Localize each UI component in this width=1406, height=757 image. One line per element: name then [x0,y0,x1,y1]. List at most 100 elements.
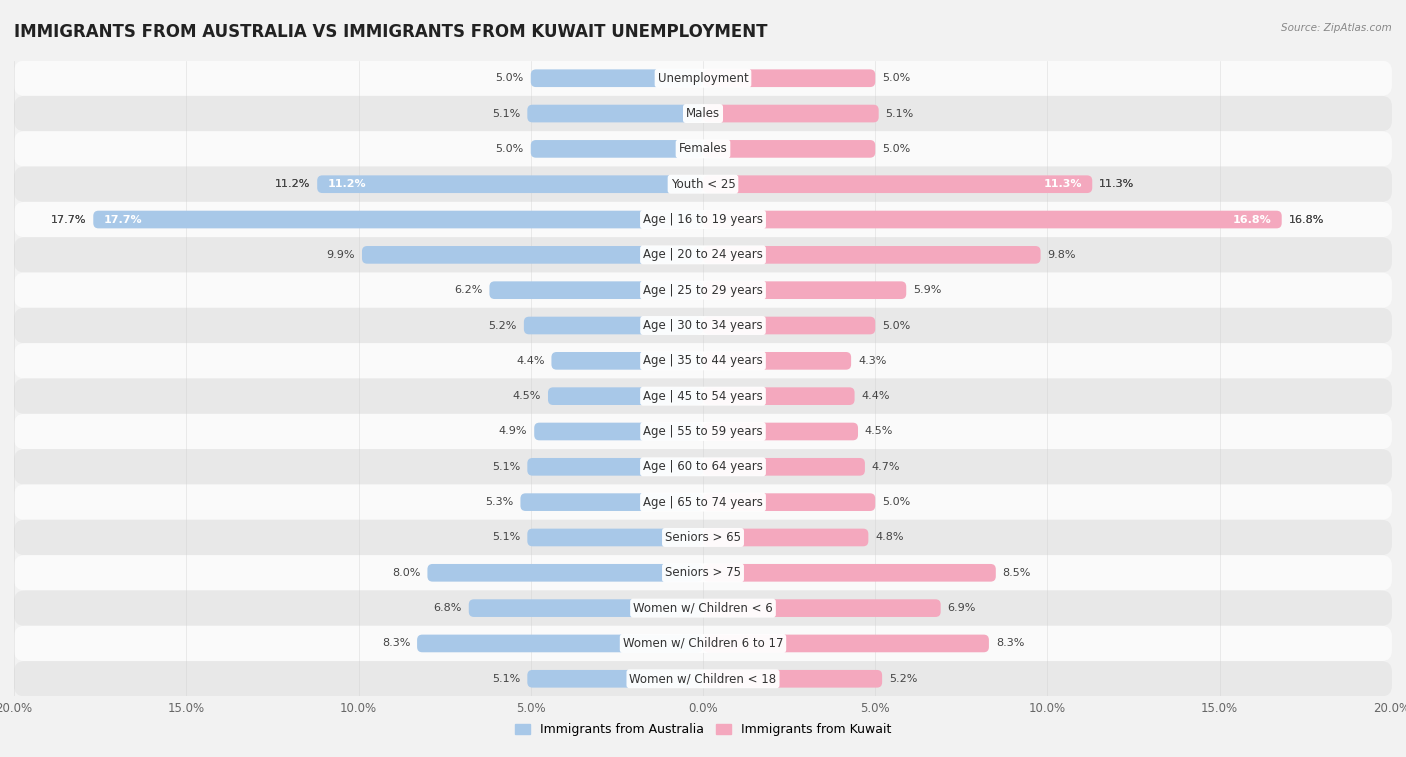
Text: 5.0%: 5.0% [882,497,910,507]
Text: Women w/ Children < 18: Women w/ Children < 18 [630,672,776,685]
FancyBboxPatch shape [14,661,1392,696]
Text: Age | 55 to 59 years: Age | 55 to 59 years [643,425,763,438]
Text: 11.2%: 11.2% [276,179,311,189]
FancyBboxPatch shape [703,104,879,123]
Text: 4.3%: 4.3% [858,356,886,366]
FancyBboxPatch shape [548,388,703,405]
FancyBboxPatch shape [703,634,988,653]
Text: 9.9%: 9.9% [326,250,356,260]
Text: Youth < 25: Youth < 25 [671,178,735,191]
Text: Age | 65 to 74 years: Age | 65 to 74 years [643,496,763,509]
Text: Age | 30 to 34 years: Age | 30 to 34 years [643,319,763,332]
Text: 5.3%: 5.3% [485,497,513,507]
Text: 16.8%: 16.8% [1289,214,1324,225]
Text: 17.7%: 17.7% [51,214,86,225]
Text: 11.3%: 11.3% [1043,179,1083,189]
FancyBboxPatch shape [14,378,1392,414]
Text: 11.2%: 11.2% [276,179,311,189]
FancyBboxPatch shape [14,237,1392,273]
FancyBboxPatch shape [703,210,1282,229]
Text: 5.1%: 5.1% [492,674,520,684]
Text: 5.0%: 5.0% [882,320,910,331]
FancyBboxPatch shape [14,96,1392,131]
Text: Women w/ Children 6 to 17: Women w/ Children 6 to 17 [623,637,783,650]
Text: IMMIGRANTS FROM AUSTRALIA VS IMMIGRANTS FROM KUWAIT UNEMPLOYMENT: IMMIGRANTS FROM AUSTRALIA VS IMMIGRANTS … [14,23,768,41]
Text: Age | 25 to 29 years: Age | 25 to 29 years [643,284,763,297]
Text: Age | 45 to 54 years: Age | 45 to 54 years [643,390,763,403]
Text: Seniors > 65: Seniors > 65 [665,531,741,544]
FancyBboxPatch shape [14,343,1392,378]
FancyBboxPatch shape [703,600,941,617]
Text: 11.2%: 11.2% [328,179,366,189]
Text: 4.4%: 4.4% [516,356,544,366]
Text: 4.5%: 4.5% [865,426,893,437]
Text: 5.0%: 5.0% [882,144,910,154]
Text: Males: Males [686,107,720,120]
FancyBboxPatch shape [361,246,703,263]
FancyBboxPatch shape [527,528,703,547]
FancyBboxPatch shape [14,520,1392,555]
Text: Unemployment: Unemployment [658,72,748,85]
FancyBboxPatch shape [703,564,995,581]
Text: Age | 16 to 19 years: Age | 16 to 19 years [643,213,763,226]
Text: 8.3%: 8.3% [382,638,411,649]
FancyBboxPatch shape [14,590,1392,626]
FancyBboxPatch shape [703,176,1092,193]
FancyBboxPatch shape [524,316,703,335]
Text: 4.9%: 4.9% [499,426,527,437]
FancyBboxPatch shape [14,202,1392,237]
FancyBboxPatch shape [703,70,875,87]
FancyBboxPatch shape [703,316,875,335]
Text: Females: Females [679,142,727,155]
FancyBboxPatch shape [14,626,1392,661]
FancyBboxPatch shape [531,140,703,157]
Text: Age | 60 to 64 years: Age | 60 to 64 years [643,460,763,473]
FancyBboxPatch shape [93,210,703,229]
Text: 6.2%: 6.2% [454,285,482,295]
Text: 5.1%: 5.1% [492,532,520,543]
FancyBboxPatch shape [318,176,703,193]
Text: Age | 20 to 24 years: Age | 20 to 24 years [643,248,763,261]
FancyBboxPatch shape [527,458,703,475]
Text: 11.3%: 11.3% [1099,179,1135,189]
FancyBboxPatch shape [427,564,703,581]
Text: 5.1%: 5.1% [492,462,520,472]
FancyBboxPatch shape [703,528,869,547]
Text: 5.1%: 5.1% [886,108,914,119]
Text: Source: ZipAtlas.com: Source: ZipAtlas.com [1281,23,1392,33]
FancyBboxPatch shape [14,308,1392,343]
FancyBboxPatch shape [531,70,703,87]
Text: 6.8%: 6.8% [433,603,461,613]
FancyBboxPatch shape [703,140,875,157]
Text: 16.8%: 16.8% [1233,214,1271,225]
Text: 4.4%: 4.4% [862,391,890,401]
Text: 4.5%: 4.5% [513,391,541,401]
Text: 8.5%: 8.5% [1002,568,1031,578]
FancyBboxPatch shape [527,104,703,123]
Text: 5.0%: 5.0% [496,144,524,154]
Text: 8.3%: 8.3% [995,638,1024,649]
Text: 5.2%: 5.2% [889,674,917,684]
FancyBboxPatch shape [14,484,1392,520]
Text: Seniors > 75: Seniors > 75 [665,566,741,579]
Text: 5.9%: 5.9% [912,285,942,295]
Text: 9.8%: 9.8% [1047,250,1076,260]
FancyBboxPatch shape [418,634,703,653]
FancyBboxPatch shape [703,494,875,511]
FancyBboxPatch shape [534,422,703,441]
Text: 11.3%: 11.3% [1099,179,1135,189]
Legend: Immigrants from Australia, Immigrants from Kuwait: Immigrants from Australia, Immigrants fr… [509,718,897,741]
Text: 6.9%: 6.9% [948,603,976,613]
Text: 17.7%: 17.7% [104,214,142,225]
Text: 5.0%: 5.0% [882,73,910,83]
Text: Women w/ Children < 6: Women w/ Children < 6 [633,602,773,615]
FancyBboxPatch shape [14,131,1392,167]
FancyBboxPatch shape [703,282,907,299]
Text: 4.7%: 4.7% [872,462,900,472]
FancyBboxPatch shape [703,388,855,405]
Text: 5.2%: 5.2% [489,320,517,331]
FancyBboxPatch shape [703,670,882,687]
Text: 5.1%: 5.1% [492,108,520,119]
Text: 16.8%: 16.8% [1289,214,1324,225]
FancyBboxPatch shape [551,352,703,369]
